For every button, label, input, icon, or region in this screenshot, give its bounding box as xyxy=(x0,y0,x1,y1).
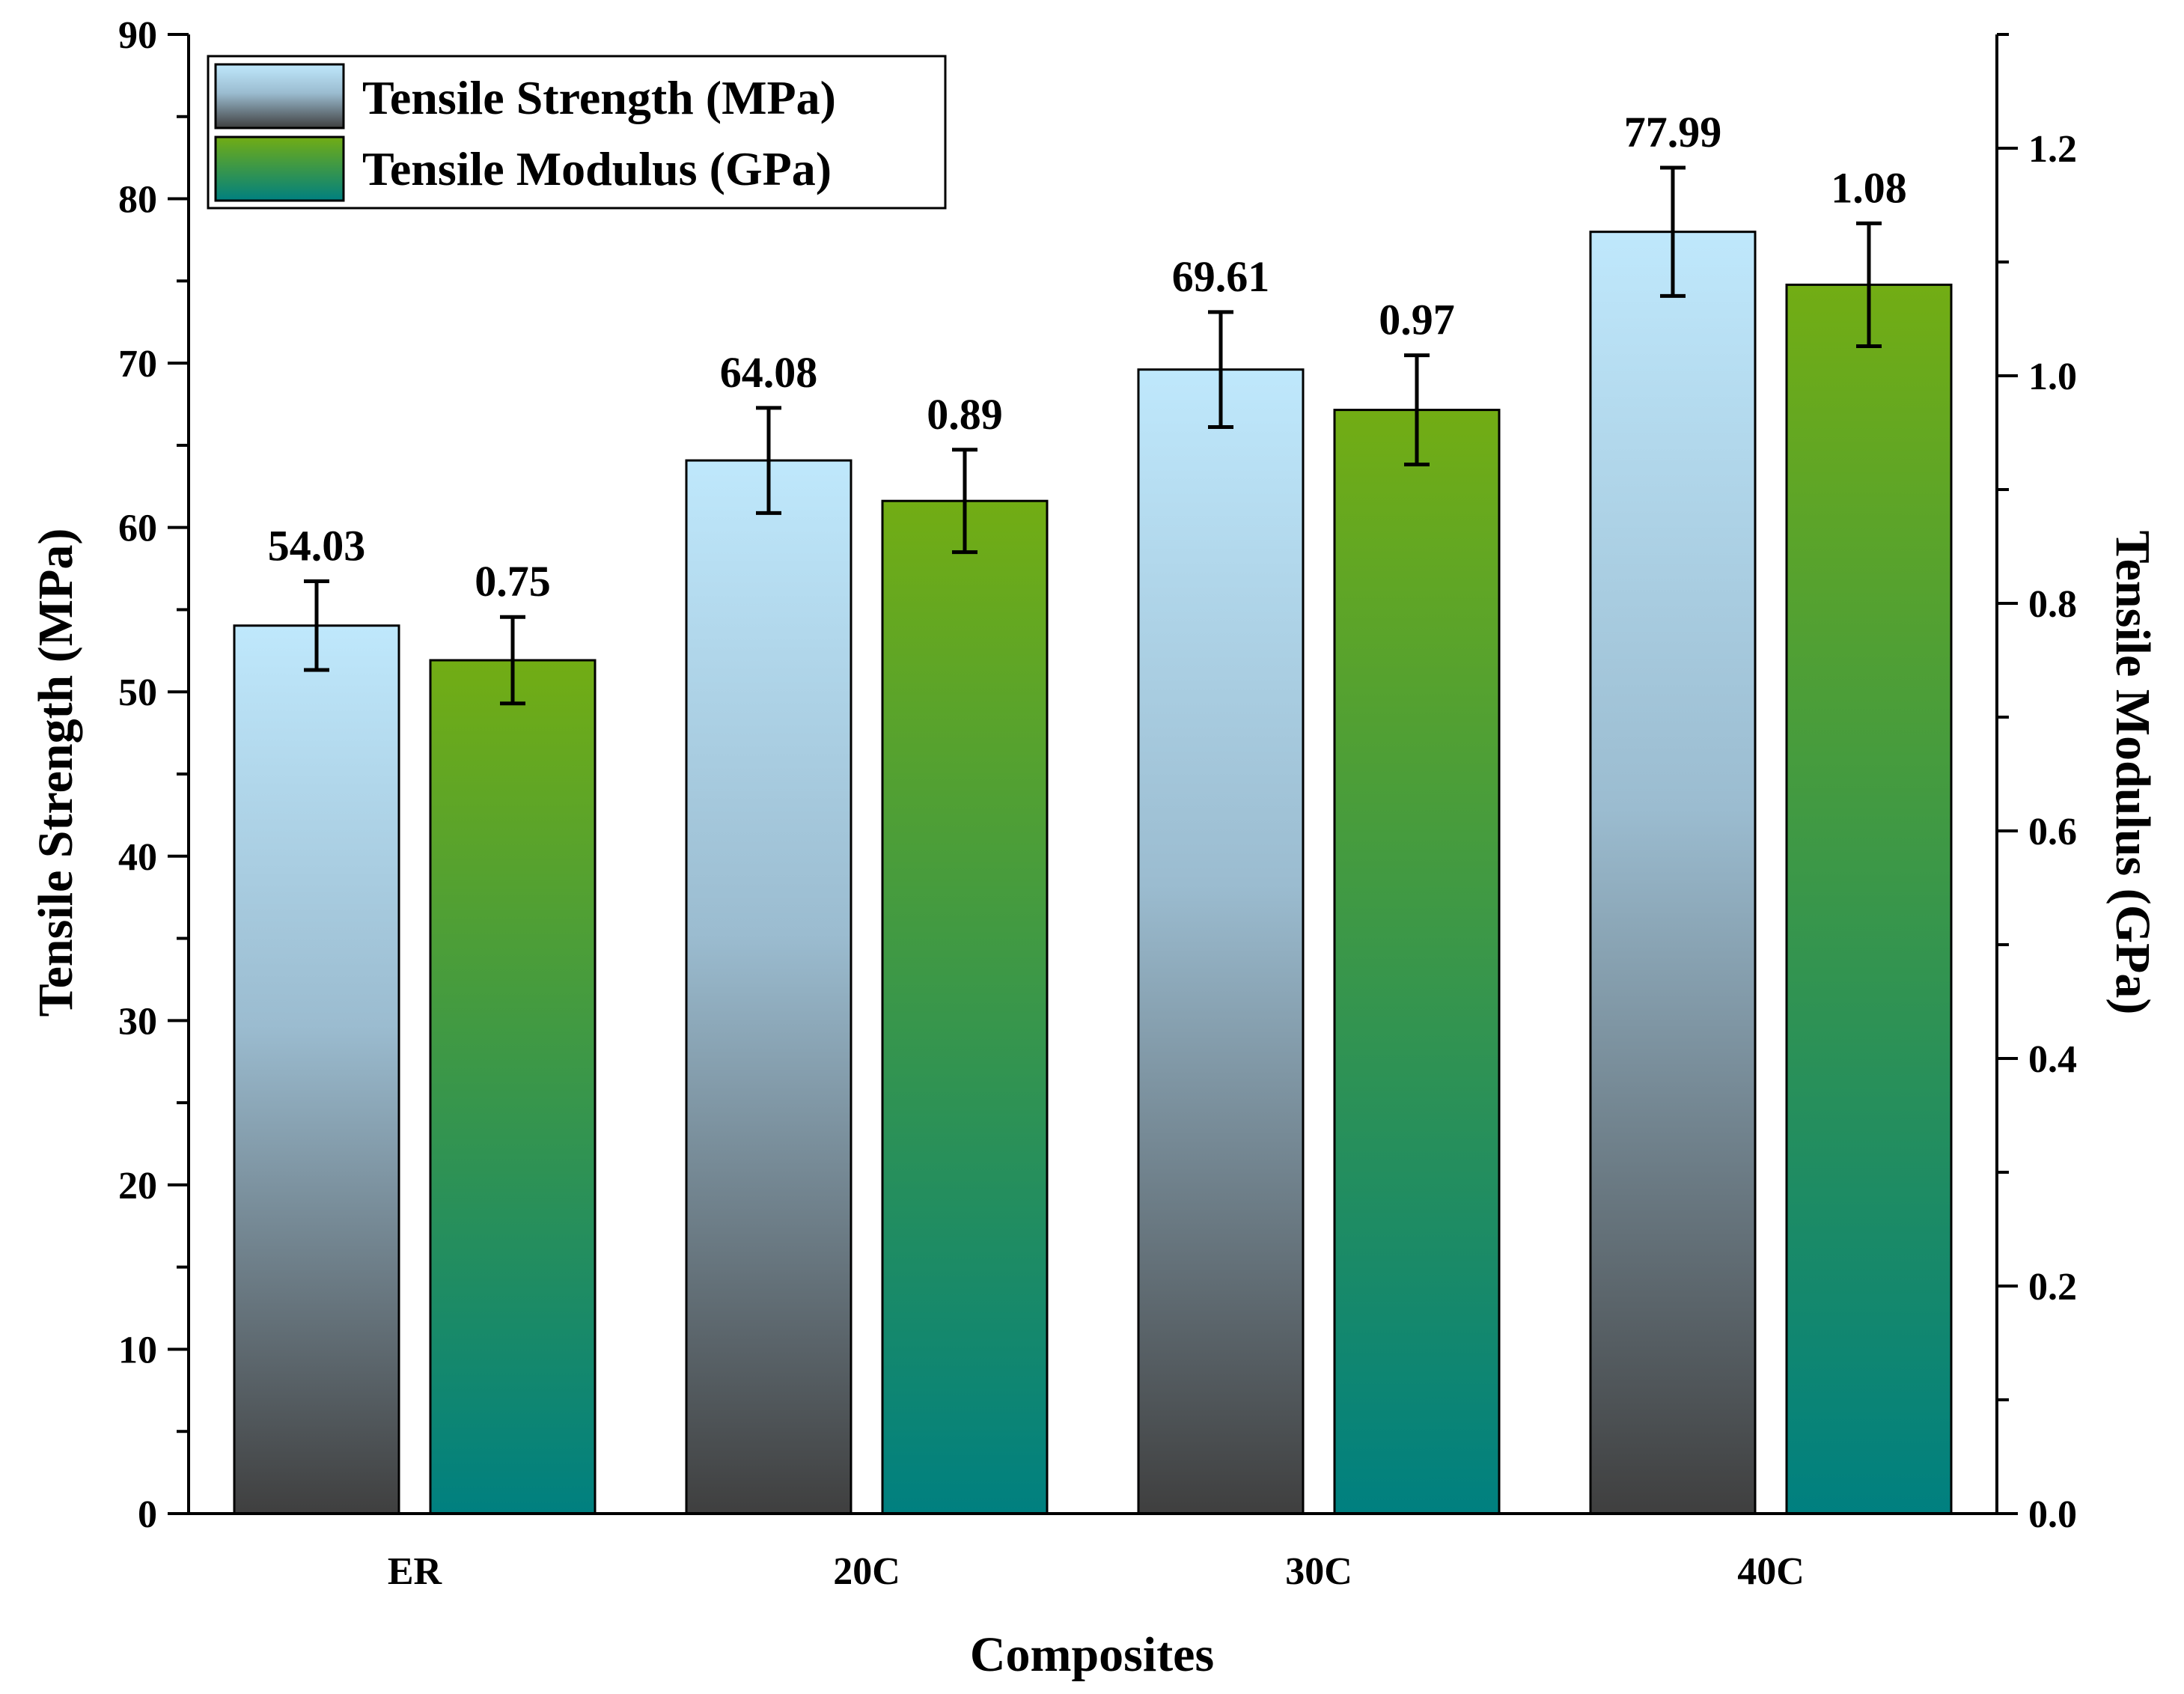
x-tick-label-20c: 20C xyxy=(833,1550,900,1593)
error-bars-group xyxy=(304,165,1882,706)
legend: Tensile Strength (MPa) Tensile Modulus (… xyxy=(207,55,947,210)
y-tick-label-10: 10 xyxy=(118,1329,157,1371)
legend-swatch-strength xyxy=(214,63,345,130)
bar-strength-er xyxy=(233,624,400,1515)
y2-tick-label-0.4: 0.4 xyxy=(2028,1038,2077,1081)
error-bar-strength-40c xyxy=(1660,165,1686,298)
y2-tick-label-1.0: 1.0 xyxy=(2028,356,2077,398)
data-label-strength-er: 54.03 xyxy=(268,521,366,570)
data-labels-group: 54.03 0.75 64.08 0.89 69.61 0.97 77.99 1.08 xyxy=(268,108,1907,606)
data-label-strength-30c: 69.61 xyxy=(1172,252,1270,301)
data-label-strength-40c: 77.99 xyxy=(1624,108,1722,156)
legend-label-modulus: Tensile Modulus (GPa) xyxy=(362,142,832,195)
error-bar-modulus-20c xyxy=(952,448,977,555)
y2-tick-label-0.0: 0.0 xyxy=(2028,1493,2077,1536)
error-bar-strength-er xyxy=(304,579,329,672)
y-tick-label-40: 40 xyxy=(118,836,157,879)
x-tick-label-40c: 40C xyxy=(1737,1550,1805,1593)
y2-tick-label-0.2: 0.2 xyxy=(2028,1266,2077,1308)
error-bar-strength-20c xyxy=(756,406,781,515)
y-tick-label-70: 70 xyxy=(118,343,157,386)
bars-group xyxy=(233,231,1953,1515)
bar-modulus-30c xyxy=(1333,409,1501,1515)
axes-group: ER 20C 30C 40C 0 10 20 30 40 50 60 70 80 90 0.0 0.2 0.4 0… xyxy=(118,14,2077,1593)
y-tick-label-0: 0 xyxy=(138,1493,157,1536)
y-axis-title: Tensile Strength (MPa) xyxy=(28,528,83,1017)
bar-modulus-40c xyxy=(1785,283,1953,1515)
y2-tick-label-0.6: 0.6 xyxy=(2028,811,2077,853)
y2-axis-title: Tensile Modulus (GPa) xyxy=(2105,531,2160,1015)
y-tick-label-80: 80 xyxy=(118,179,157,222)
x-axis-title: Composites xyxy=(970,1627,1214,1682)
y2-tick-label-1.2: 1.2 xyxy=(2028,128,2077,171)
y-tick-label-50: 50 xyxy=(118,671,157,714)
y-tick-label-30: 30 xyxy=(118,1000,157,1043)
y2-tick-label-0.8: 0.8 xyxy=(2028,583,2077,626)
data-label-modulus-40c: 1.08 xyxy=(1831,163,1907,212)
x-tick-label-30c: 30C xyxy=(1285,1550,1352,1593)
y-tick-label-60: 60 xyxy=(118,508,157,550)
error-bar-modulus-40c xyxy=(1856,221,1882,348)
bar-modulus-20c xyxy=(881,499,1049,1515)
bar-strength-40c xyxy=(1589,231,1757,1515)
x-tick-label-er: ER xyxy=(388,1550,443,1593)
error-bar-modulus-er xyxy=(500,615,525,706)
data-label-modulus-20c: 0.89 xyxy=(927,390,1003,439)
data-label-modulus-er: 0.75 xyxy=(475,557,551,606)
error-bar-modulus-30c xyxy=(1404,353,1430,467)
bar-modulus-er xyxy=(429,659,597,1515)
legend-swatch-modulus xyxy=(214,135,345,202)
data-label-modulus-30c: 0.97 xyxy=(1379,296,1455,344)
bar-strength-20c xyxy=(685,459,852,1515)
error-bar-strength-30c xyxy=(1208,310,1233,430)
y-tick-label-90: 90 xyxy=(118,14,157,57)
bar-strength-30c xyxy=(1137,368,1305,1515)
data-label-strength-20c: 64.08 xyxy=(720,348,818,397)
y-tick-label-20: 20 xyxy=(118,1165,157,1207)
legend-label-strength: Tensile Strength (MPa) xyxy=(362,71,836,124)
